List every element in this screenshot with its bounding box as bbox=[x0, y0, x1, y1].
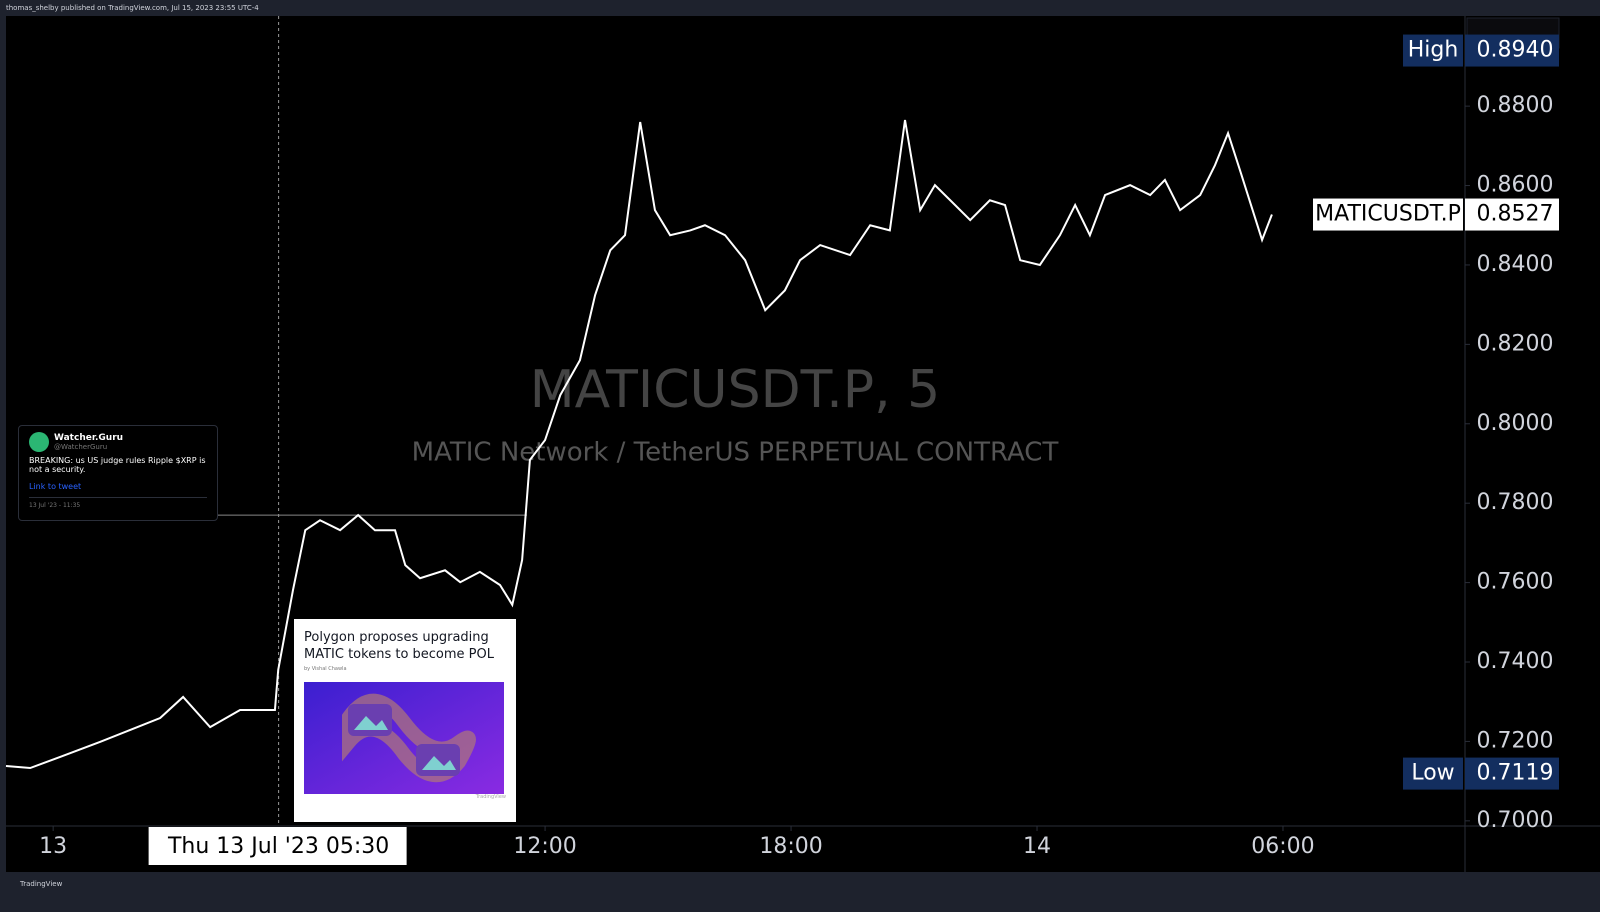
y-tick-label: 0.8600 bbox=[1477, 173, 1554, 198]
price-marker-name-box bbox=[1313, 198, 1463, 231]
y-tick-label: 0.7800 bbox=[1477, 490, 1554, 515]
price-marker-name: Low bbox=[1411, 761, 1454, 786]
price-marker-name: High bbox=[1408, 38, 1459, 63]
news-image bbox=[304, 682, 504, 794]
x-tick-label: 06:00 bbox=[1251, 834, 1314, 859]
price-marker-name: MATICUSDT.P bbox=[1315, 202, 1461, 227]
price-marker bbox=[1465, 757, 1559, 790]
header-bar bbox=[0, 0, 1600, 16]
price-marker bbox=[1465, 198, 1559, 231]
y-tick-label: 0.8200 bbox=[1477, 331, 1554, 356]
crosshair-x-label: Thu 13 Jul '23 05:30 bbox=[167, 834, 389, 859]
x-tick-label: 18:00 bbox=[759, 834, 822, 859]
tweet-link[interactable]: Link to tweet bbox=[29, 482, 82, 491]
y-tick-label: 0.7000 bbox=[1477, 808, 1554, 833]
footer-bar bbox=[0, 872, 1600, 912]
x-tick-label: 13 bbox=[39, 834, 67, 859]
price-marker-label: 0.8527 bbox=[1477, 202, 1554, 227]
watermark-title: MATICUSDT.P, 5 bbox=[530, 360, 941, 420]
y-tick-label: 0.7200 bbox=[1477, 728, 1554, 753]
price-line bbox=[5, 119, 1273, 770]
tweet-name: Watcher.Guru bbox=[54, 433, 124, 443]
news-title: Polygon proposes upgrading MATIC tokens … bbox=[304, 630, 494, 662]
y-tick-label: 0.8800 bbox=[1477, 93, 1554, 118]
avatar bbox=[29, 432, 49, 452]
tweet-card: Watcher.Guru @WatcherGuru BREAKING: us US… bbox=[18, 425, 218, 521]
tweet-handle: @WatcherGuru bbox=[54, 443, 108, 451]
x-tick-label: 12:00 bbox=[513, 834, 576, 859]
price-marker-name-box bbox=[1403, 34, 1463, 67]
tweet-date: 13 Jul '23 - 11:35 bbox=[29, 497, 207, 509]
header-text: thomas_shelby published on TradingView.c… bbox=[6, 4, 259, 12]
tweet-text: BREAKING: us US judge rules Ripple $XRP … bbox=[29, 456, 206, 474]
news-card: Polygon proposes upgrading MATIC tokens … bbox=[294, 619, 516, 822]
y-tick-label: 0.8400 bbox=[1477, 252, 1554, 277]
x-tick-label: 14 bbox=[1023, 834, 1051, 859]
y-tick-label: 0.8000 bbox=[1477, 411, 1554, 436]
crosshair-x-label-box bbox=[148, 827, 407, 865]
tweet-author: Watcher.Guru @WatcherGuru bbox=[54, 433, 123, 451]
y-tick-label: 0.7400 bbox=[1477, 649, 1554, 674]
news-byline: by Vishal Chawla bbox=[304, 666, 347, 672]
price-marker bbox=[1465, 34, 1559, 67]
price-marker-label: 0.8940 bbox=[1477, 38, 1554, 63]
left-border bbox=[0, 16, 6, 872]
y-tick-label: 0.7600 bbox=[1477, 570, 1554, 595]
news-source: TradingView bbox=[475, 794, 506, 800]
price-marker-label: 0.7119 bbox=[1477, 761, 1554, 786]
footer-text: TradingView bbox=[19, 880, 63, 888]
tweet-head: Watcher.Guru @WatcherGuru bbox=[29, 432, 207, 452]
price-marker-name-box bbox=[1403, 757, 1463, 790]
watermark-subtitle: MATIC Network / TetherUS PERPETUAL CONTR… bbox=[412, 438, 1059, 468]
